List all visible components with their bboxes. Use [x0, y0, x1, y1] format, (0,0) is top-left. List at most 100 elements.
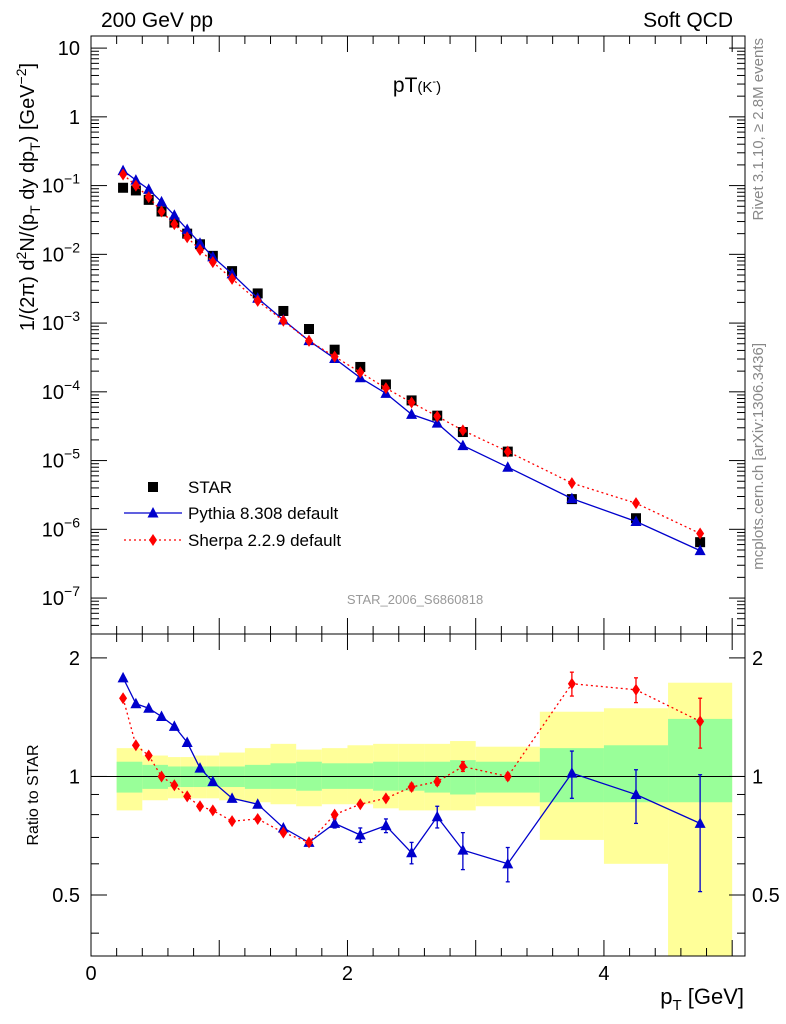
legend-entry-star: STAR — [148, 478, 232, 497]
data-point — [567, 677, 576, 690]
legend-entry-sherpa-2-2-9-default: Sherpa 2.2.9 default — [124, 531, 341, 550]
series-line — [122, 170, 701, 552]
data-point — [253, 294, 262, 307]
data-point — [196, 800, 204, 813]
ratio-ylabel: Ratio to STAR — [25, 744, 42, 845]
y-tick-label: 10−2 — [42, 239, 80, 266]
data-point — [567, 477, 576, 490]
data-point — [630, 515, 642, 526]
data-point — [156, 195, 168, 207]
data-point — [330, 350, 339, 363]
ratio-series-pythia-8-308-default — [117, 671, 706, 893]
main-plot: STAR_2006_S686081810−710−610−510−410−310… — [42, 35, 746, 635]
data-point — [458, 760, 467, 773]
ratio-y-tick-label-left: 1 — [69, 766, 80, 788]
data-point — [168, 720, 180, 731]
data-point — [431, 810, 443, 822]
legend-marker — [147, 507, 159, 518]
y-tick-label: 10 — [58, 38, 80, 60]
data-point — [170, 218, 179, 231]
data-point — [433, 410, 442, 423]
x-axis-label: pT [GeV] — [660, 984, 744, 1014]
data-point — [194, 762, 206, 773]
x-tick-label: 0 — [85, 963, 96, 985]
data-point — [457, 439, 469, 451]
main-ylabel: 1/(2π) d2N/(pT dy dpT) [GeV−2] — [13, 63, 43, 331]
data-point — [433, 775, 442, 788]
ratio-y-tick-label-left: 2 — [69, 648, 80, 670]
data-point — [253, 812, 262, 825]
legend-label: STAR — [188, 478, 232, 497]
data-point — [566, 492, 578, 504]
data-point — [305, 334, 313, 347]
data-point — [356, 366, 365, 379]
data-point — [130, 697, 142, 709]
data-point — [406, 846, 418, 858]
y-tick-label: 10−4 — [42, 377, 80, 404]
data-point — [694, 544, 706, 556]
data-point — [381, 382, 390, 395]
y-tick-label: 1 — [69, 107, 80, 129]
data-point — [458, 424, 467, 437]
data-point — [381, 792, 390, 805]
data-point — [196, 243, 204, 256]
data-point — [252, 798, 264, 809]
ratio-y-tick-label-right: 0.5 — [752, 885, 780, 907]
data-point — [503, 445, 512, 458]
data-point — [144, 749, 153, 762]
data-point — [406, 408, 418, 419]
legend-marker — [149, 534, 157, 546]
data-point — [279, 314, 288, 327]
data-point — [194, 237, 206, 248]
data-point — [143, 183, 155, 194]
ratio-frame — [90, 633, 746, 957]
legend-marker — [148, 482, 158, 492]
ratio-series-sherpa-2-2-9-default — [119, 671, 705, 849]
data-point — [143, 702, 155, 713]
data-point — [503, 770, 512, 783]
data-point — [117, 671, 129, 683]
y-tick-label: 10−5 — [42, 446, 80, 473]
data-point — [131, 179, 140, 192]
data-point — [694, 817, 706, 828]
data-point — [407, 781, 416, 794]
data-point — [407, 396, 416, 409]
data-point — [226, 792, 238, 803]
data-point — [632, 497, 640, 510]
data-point — [632, 683, 640, 696]
main-y-axis: 10−7 10−6 10−5 10−4 10−3 10−2 10−1 1 10 — [42, 36, 745, 635]
data-point — [431, 417, 443, 428]
data-point — [144, 191, 153, 204]
data-point — [156, 710, 168, 721]
series-line — [122, 677, 701, 865]
ratio-y-tick-label-right: 1 — [752, 766, 763, 788]
data-point — [208, 256, 217, 269]
data-point — [696, 527, 705, 540]
data-point — [228, 272, 237, 285]
data-point — [329, 817, 341, 828]
data-point — [278, 305, 289, 316]
data-point — [502, 461, 514, 472]
data-point — [566, 767, 578, 778]
data-point — [157, 205, 166, 218]
side-label-bottom: mcplots.cern.ch [arXiv:1306.3436] — [750, 343, 767, 570]
ratio-content — [91, 671, 745, 956]
legend-label: Sherpa 2.2.9 default — [188, 531, 341, 550]
header-left: 200 GeV pp — [101, 9, 213, 32]
ratio-axes: 0.5 0.5 1 1 2 2 0 2 4 — [52, 634, 780, 985]
data-point — [502, 857, 514, 869]
y-tick-label: 10−6 — [42, 514, 80, 541]
data-point — [696, 715, 705, 728]
data-point — [208, 804, 217, 817]
series-line — [122, 683, 701, 844]
legend-entry-pythia-8-308-default: Pythia 8.308 default — [124, 504, 339, 523]
legend-label: Pythia 8.308 default — [188, 504, 339, 523]
ratio-plot: 0.5 0.5 1 1 2 2 0 2 4 — [52, 633, 780, 985]
data-point — [119, 168, 128, 181]
data-point — [695, 537, 706, 548]
ratio-y-tick-label-left: 0.5 — [52, 885, 80, 907]
series-sherpa-2-2-9-default — [119, 168, 705, 540]
data-point — [131, 739, 140, 752]
data-point — [183, 790, 192, 803]
